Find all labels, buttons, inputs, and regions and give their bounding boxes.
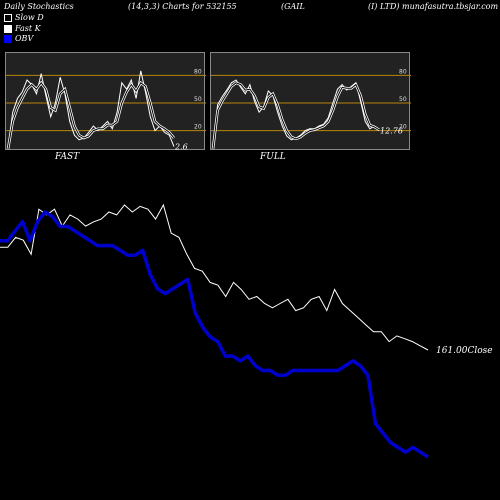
full-series-slow-d <box>212 82 380 150</box>
fast-tick-label-80: 80 <box>194 68 202 75</box>
full-tick-label-20: 20 <box>399 124 407 131</box>
full-end-value: 12.76 <box>380 127 403 136</box>
fast-panel-label: FAST <box>55 152 80 162</box>
full-tick-label-50: 50 <box>399 96 407 103</box>
legend-swatch-fast-k <box>4 24 12 33</box>
full-panel-label: FULL <box>260 152 286 162</box>
company-name-part-b: (I) LTD) munafasutra.tbsjar.com <box>368 2 499 11</box>
legend-label-obv: OBV <box>15 34 34 43</box>
fast-tick-label-50: 50 <box>194 96 202 103</box>
fast-tick-label-20: 20 <box>194 124 202 131</box>
chart-params: (14,3,3) Charts for 532155 <box>128 2 237 11</box>
full-stochastic-panel: 20 50 80 12.76 <box>210 52 411 150</box>
fast-stochastic-panel: 20 50 80 2.6 <box>5 52 206 151</box>
fast-stochastic-plot: 20 50 80 2.6 <box>6 68 206 151</box>
legend-label-slow-d: Slow D <box>15 13 44 22</box>
fast-series-slow-d <box>7 81 175 150</box>
legend-swatch-obv <box>4 34 12 43</box>
legend-obv: OBV <box>4 34 33 43</box>
legend-label-fast-k: Fast K <box>15 24 41 33</box>
obv-line <box>0 210 429 459</box>
price-line <box>0 203 429 351</box>
company-name-part-a: (GAIL <box>281 2 305 11</box>
legend-slow-d: Slow D <box>4 13 44 22</box>
legend-swatch-slow-d <box>4 13 12 22</box>
full-tick-label-80: 80 <box>399 68 407 75</box>
fast-series-fast-k <box>7 70 175 150</box>
fast-end-value: 2.6 <box>174 143 188 151</box>
legend-fast-k: Fast K <box>4 24 41 33</box>
full-stochastic-plot: 20 50 80 12.76 <box>211 68 411 150</box>
chart-title: Daily Stochastics <box>4 2 74 11</box>
close-price-label: 161.00Close <box>436 346 493 356</box>
